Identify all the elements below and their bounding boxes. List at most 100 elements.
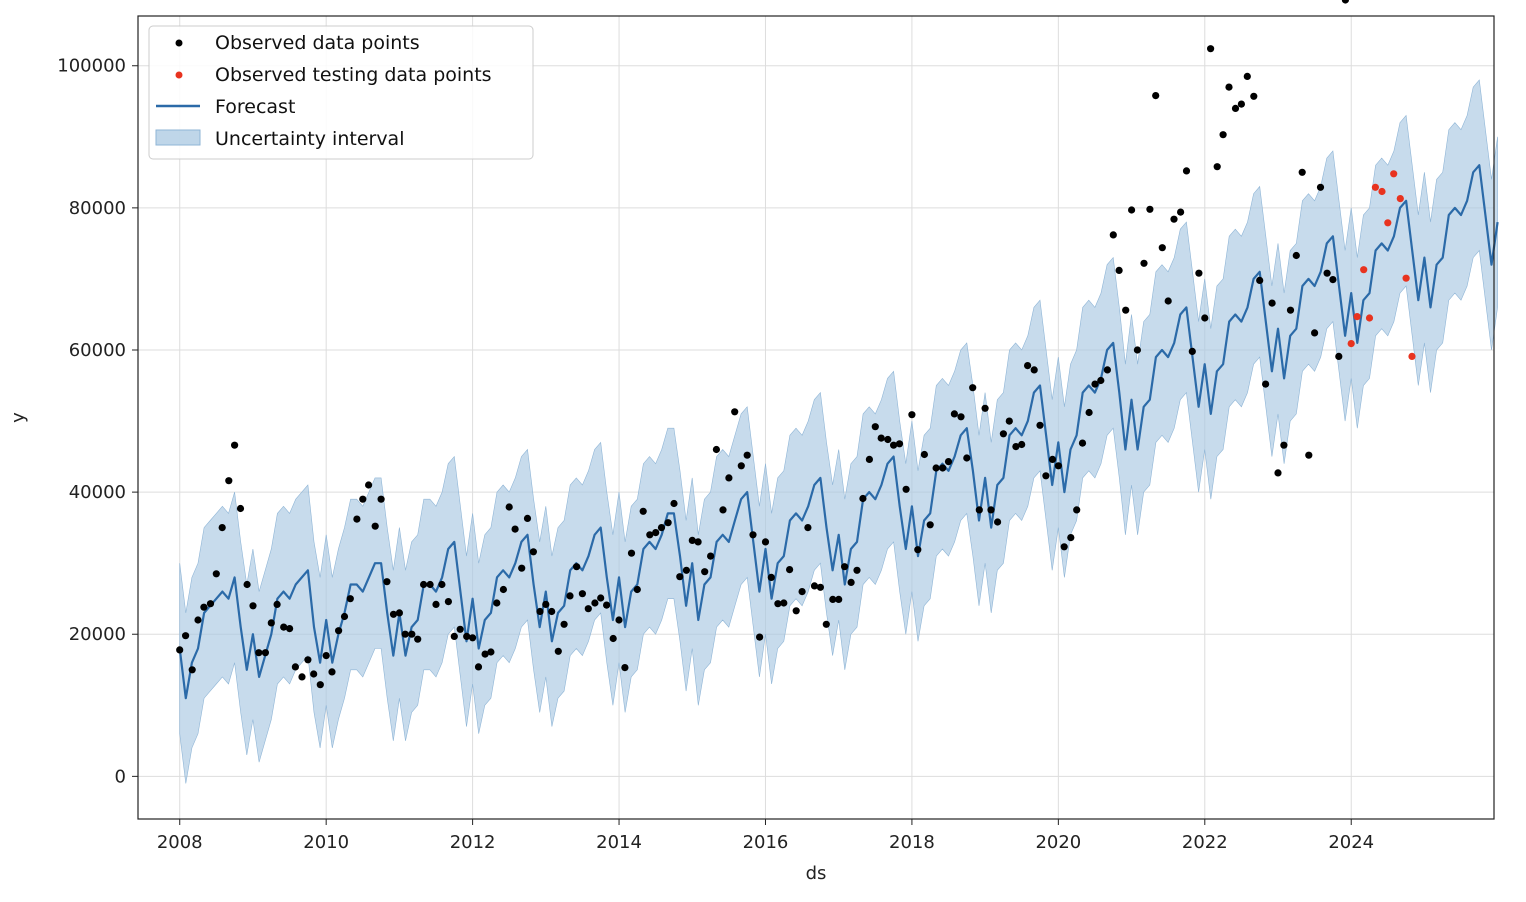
- observed-data-point: [371, 522, 379, 530]
- observed-data-point: [432, 600, 440, 609]
- observed-data-point: [963, 454, 971, 462]
- observed-data-point: [176, 646, 184, 654]
- observed-points-layer: [176, 0, 1349, 689]
- x-tick-label: 2012: [450, 832, 496, 853]
- observed-data-point: [932, 464, 940, 472]
- observed-data-point: [261, 649, 269, 657]
- uncertainty-interval-band: [179, 79, 1498, 784]
- observed-data-point: [298, 673, 306, 681]
- observed-data-point: [1207, 45, 1215, 53]
- observed-data-point: [701, 568, 709, 576]
- x-axis-title: ds: [806, 863, 827, 884]
- observed-data-point: [902, 485, 910, 493]
- observed-data-point: [1250, 92, 1258, 100]
- observed-data-point: [438, 580, 446, 589]
- observed-data-point: [994, 518, 1002, 526]
- observed-data-point: [487, 648, 495, 656]
- observed-data-point: [981, 404, 989, 412]
- observed-data-point: [346, 595, 354, 603]
- observed-data-point: [231, 441, 239, 449]
- observed-data-point: [554, 647, 562, 655]
- observed-data-point: [456, 625, 464, 633]
- observed-data-point: [236, 504, 245, 513]
- legend-observed-marker: [175, 39, 183, 47]
- y-axis-title: y: [8, 412, 29, 423]
- x-tick-label: 2024: [1328, 832, 1374, 853]
- observed-data-point: [670, 499, 678, 508]
- observed-data-point: [1042, 472, 1050, 480]
- observed-data-point: [469, 634, 477, 642]
- observed-data-point: [1341, 0, 1349, 4]
- observed-data-point: [615, 616, 623, 624]
- observed-data-point: [359, 495, 367, 503]
- observed-data-point: [1128, 206, 1136, 214]
- observed-data-point: [804, 524, 812, 532]
- observed-data-point: [725, 474, 733, 482]
- observed-data-point: [841, 563, 849, 571]
- observed-data-point: [499, 585, 507, 594]
- legend: Observed data points Observed testing da…: [148, 25, 534, 160]
- observed-data-point: [389, 610, 398, 618]
- observed-data-point: [774, 600, 782, 608]
- observed-data-point: [310, 670, 318, 678]
- observed-data-point: [786, 566, 794, 574]
- observed-data-point: [597, 594, 605, 602]
- observed-data-point: [603, 601, 611, 609]
- observed-data-point: [1122, 306, 1130, 314]
- observed-data-point: [621, 664, 629, 672]
- observed-data-point: [731, 408, 739, 416]
- observed-data-point: [591, 599, 599, 607]
- observed-data-point: [780, 599, 788, 607]
- observed-data-point: [743, 451, 751, 459]
- observed-data-point: [664, 519, 672, 527]
- testing-data-point: [1371, 183, 1379, 191]
- observed-data-point: [884, 435, 892, 444]
- y-tick-label: 100000: [57, 56, 126, 77]
- observed-data-point: [1188, 347, 1196, 355]
- observed-data-point: [1274, 469, 1282, 477]
- observed-data-point: [200, 603, 208, 611]
- observed-data-point: [652, 529, 660, 537]
- observed-data-point: [1225, 83, 1233, 91]
- legend-testing-marker: [175, 71, 183, 79]
- observed-data-point: [225, 477, 233, 485]
- observed-data-point: [304, 656, 312, 664]
- observed-data-point: [340, 612, 349, 621]
- observed-data-point: [523, 514, 532, 523]
- observed-data-point: [1195, 269, 1203, 277]
- observed-data-point: [1170, 215, 1178, 223]
- observed-data-point: [536, 607, 544, 616]
- observed-data-point: [633, 585, 641, 594]
- observed-data-point: [1256, 276, 1264, 284]
- observed-data-point: [987, 506, 995, 514]
- testing-data-point: [1360, 266, 1368, 274]
- observed-data-point: [218, 524, 226, 532]
- observed-data-point: [1219, 131, 1227, 139]
- observed-data-point: [1243, 72, 1251, 80]
- observed-data-point: [518, 564, 526, 572]
- observed-data-point: [426, 580, 434, 589]
- observed-data-point: [761, 538, 770, 546]
- observed-data-point: [474, 663, 483, 671]
- observed-data-point: [1286, 306, 1295, 314]
- observed-data-point: [682, 566, 691, 574]
- observed-data-point: [1109, 231, 1117, 239]
- testing-data-point: [1365, 314, 1374, 322]
- observed-data-point: [1152, 92, 1160, 100]
- observed-data-point: [835, 595, 843, 604]
- observed-data-point: [1091, 380, 1099, 388]
- uncertainty-band-layer: [179, 79, 1498, 784]
- observed-data-point: [1012, 443, 1020, 451]
- observed-data-point: [1262, 380, 1270, 388]
- observed-data-point: [609, 634, 617, 643]
- observed-data-point: [511, 525, 519, 533]
- y-tick-label: 0: [115, 766, 126, 787]
- y-tick-label: 80000: [69, 198, 126, 219]
- observed-data-point: [822, 620, 830, 628]
- observed-data-point: [920, 450, 929, 459]
- testing-data-point: [1402, 274, 1410, 282]
- observed-data-point: [1018, 440, 1026, 449]
- legend-interval-swatch: [155, 129, 201, 146]
- y-tick-label: 40000: [69, 482, 126, 503]
- observed-data-point: [1078, 439, 1087, 447]
